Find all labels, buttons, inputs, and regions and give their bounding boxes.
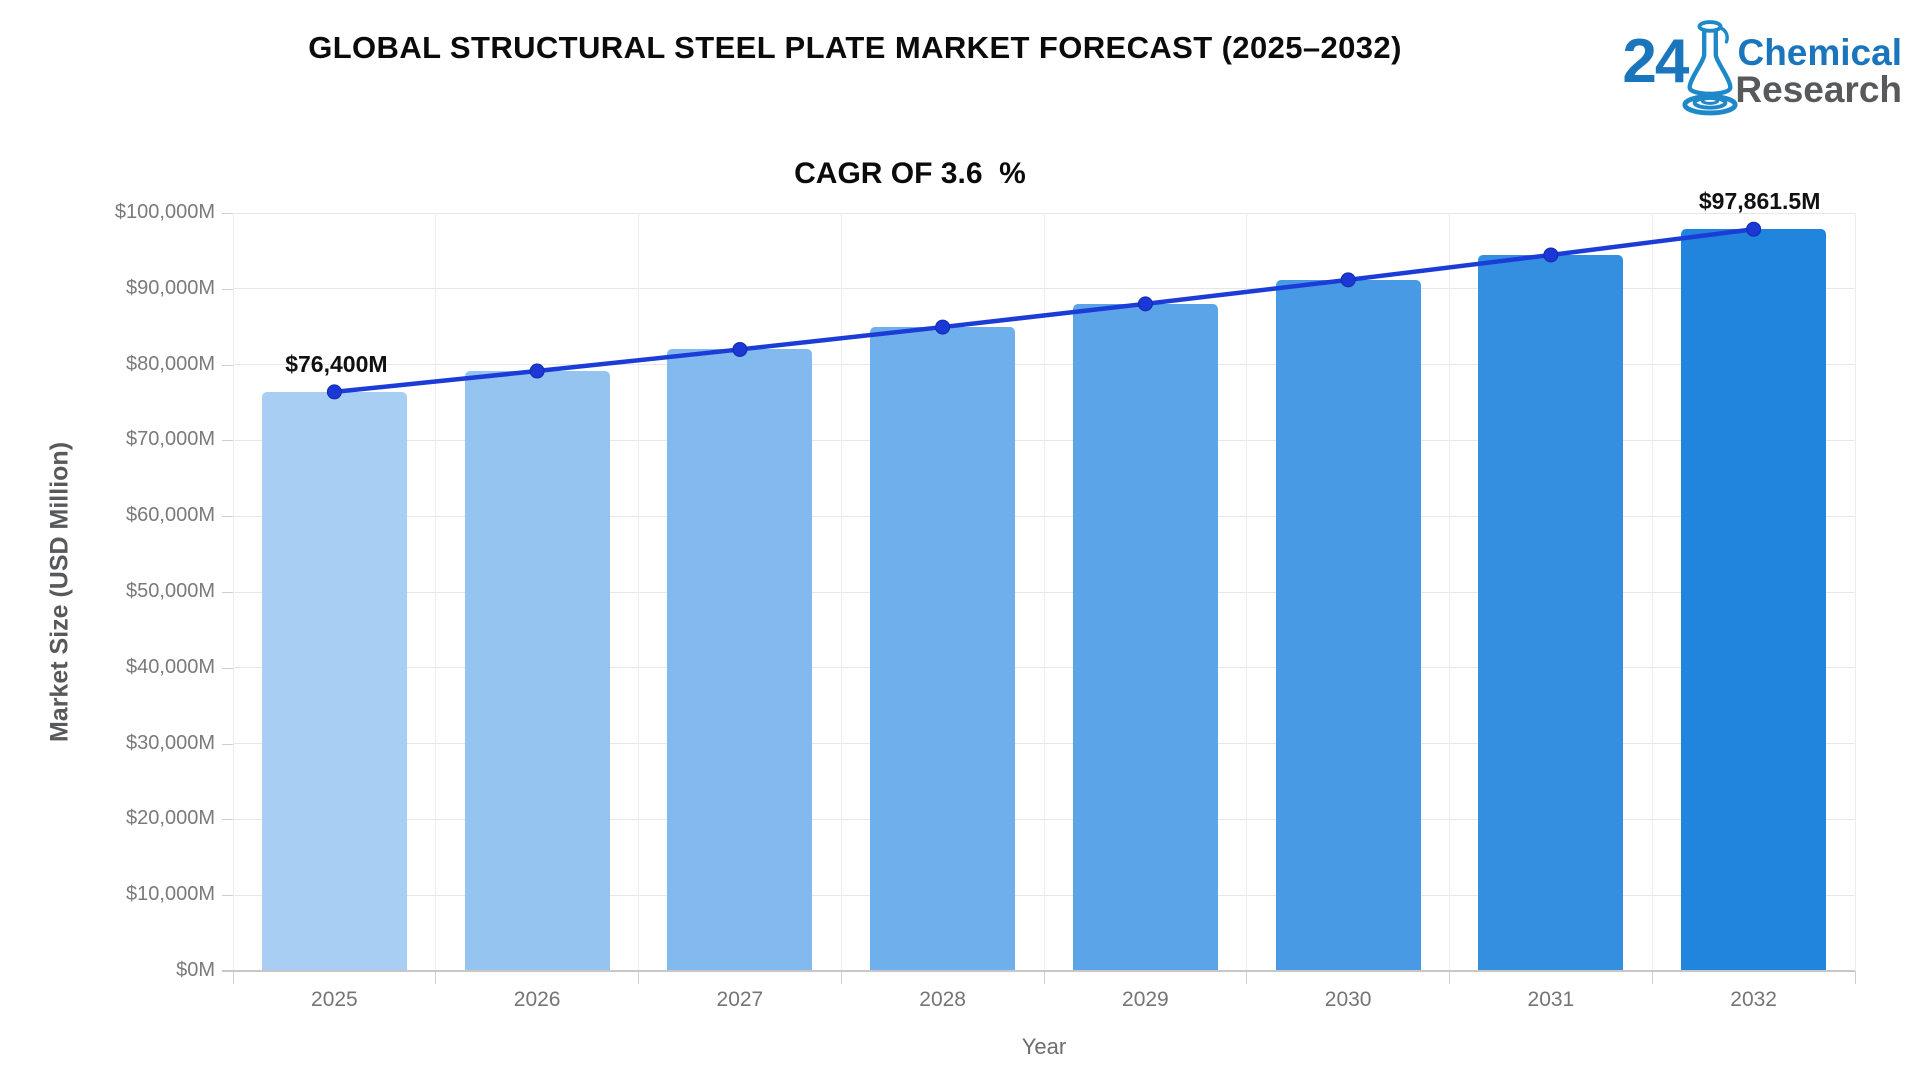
y-tick (222, 213, 233, 214)
y-tick-label: $50,000M (126, 580, 215, 602)
y-tick (222, 743, 233, 745)
v-gridline (638, 213, 639, 971)
x-tick (840, 971, 842, 984)
x-tick-label: 2032 (1730, 988, 1777, 1011)
y-tick-label: $10,000M (126, 883, 215, 906)
x-tick-label: 2027 (716, 988, 764, 1011)
v-gridline (435, 213, 437, 971)
v-gridline (232, 213, 234, 971)
data-label-first: $76,400M (285, 350, 388, 377)
y-tick-label: $40,000M (126, 655, 215, 678)
x-axis-line (222, 970, 1855, 972)
v-gridline (1651, 213, 1653, 971)
y-tick (222, 364, 233, 366)
y-tick (222, 819, 233, 821)
x-tick-label: 2031 (1527, 988, 1575, 1011)
y-tick-label: $90,000M (126, 276, 215, 299)
y-tick-label: $20,000M (126, 807, 215, 830)
y-tick (222, 667, 233, 669)
v-gridline (840, 213, 842, 971)
bar-2028 (870, 327, 1016, 971)
x-tick (1651, 971, 1653, 984)
logo-number: 24 (1622, 27, 1689, 96)
x-tick (1449, 971, 1450, 984)
y-tick-label: $60,000M (126, 504, 215, 527)
x-axis-title: Year (1021, 1034, 1067, 1059)
company-logo: 24 Chemical Research (1622, 16, 1902, 120)
y-tick (222, 895, 233, 897)
y-tick (222, 516, 233, 518)
page-title: GLOBAL STRUCTURAL STEEL PLATE MARKET FOR… (308, 30, 1402, 65)
bar-2026 (464, 371, 610, 971)
logo-words: Chemical Research (1735, 32, 1902, 110)
bar-2031 (1478, 254, 1624, 971)
data-label-last: $97,861.5M (1698, 188, 1821, 215)
y-tick (222, 288, 233, 290)
x-tick-label: 2029 (1122, 988, 1169, 1011)
bar-2030 (1275, 279, 1421, 971)
x-tick-label: 2030 (1324, 988, 1372, 1011)
x-tick (1854, 971, 1856, 984)
bar-2025 (261, 391, 407, 971)
v-gridline (1854, 213, 1856, 971)
x-tick-label: 2028 (919, 988, 966, 1011)
y-tick-label: $30,000M (126, 731, 215, 754)
bar-2027 (667, 349, 813, 971)
y-tick-label: $70,000M (126, 428, 215, 451)
bar-2029 (1072, 303, 1218, 971)
x-tick (435, 971, 437, 984)
x-tick (638, 971, 639, 984)
x-tick (1246, 971, 1248, 984)
x-tick-label: 2026 (513, 988, 561, 1011)
v-gridline (1246, 213, 1248, 971)
y-tick (222, 592, 233, 593)
x-tick-label: 2025 (311, 988, 358, 1011)
bar-2032 (1681, 229, 1827, 971)
y-tick-label: $100,000M (114, 201, 215, 223)
y-tick-label: $80,000M (126, 352, 215, 375)
v-gridline (1449, 213, 1450, 971)
x-tick (1043, 971, 1045, 984)
y-tick-label: $0M (176, 959, 215, 981)
logo-word-chemical: Chemical (1737, 32, 1902, 73)
v-gridline (1043, 213, 1045, 971)
logo-word-research: Research (1735, 69, 1902, 110)
flask-icon (1682, 20, 1738, 116)
cagr-subtitle: CAGR OF 3.6 % (794, 157, 1026, 190)
x-tick (232, 971, 234, 984)
y-tick (222, 440, 233, 442)
